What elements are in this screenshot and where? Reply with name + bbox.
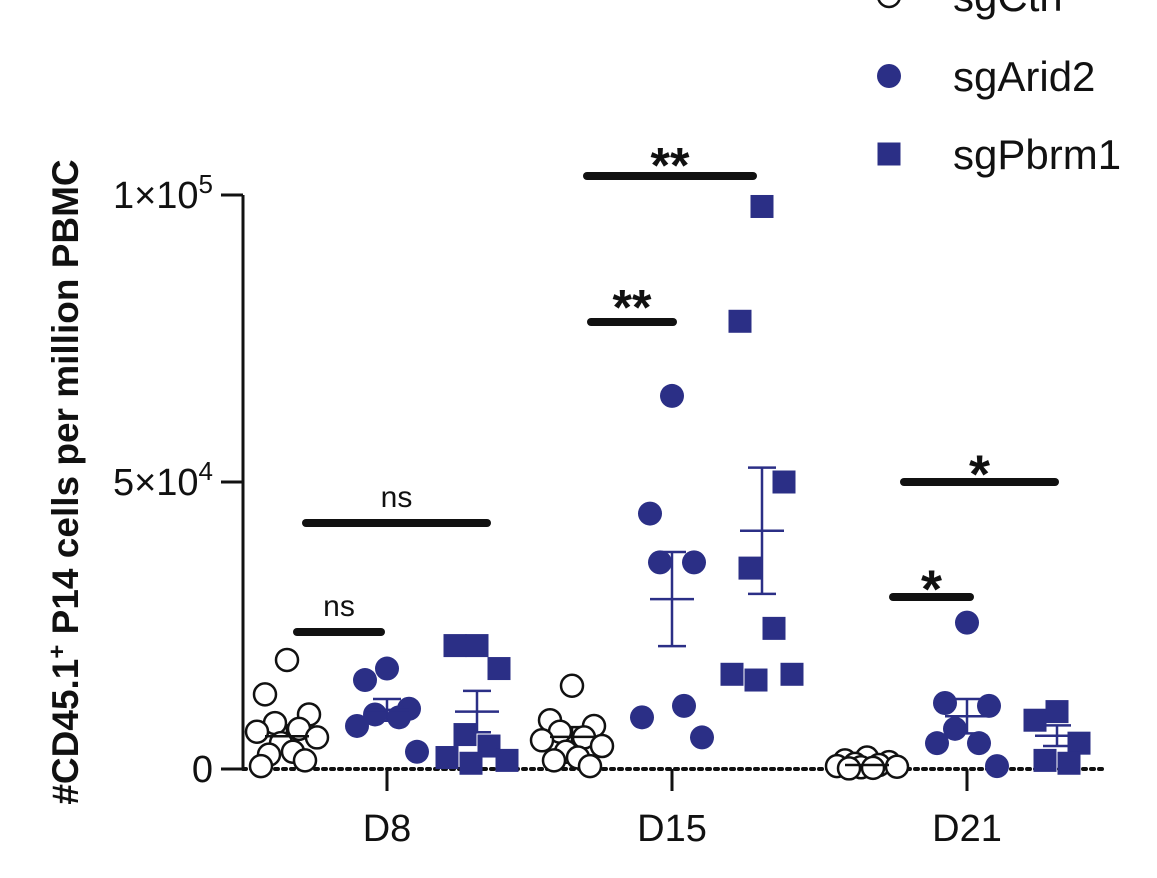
data-point-sgArid2 xyxy=(345,713,369,738)
data-point-sgPbrm1 xyxy=(435,746,459,770)
legend: sgCtrl sgArid2 sgPbrm1 xyxy=(877,0,1121,178)
data-point-sgPbrm1 xyxy=(1057,751,1081,775)
data-point-sgPbrm1 xyxy=(477,734,501,758)
data-point-sgCtrl xyxy=(244,719,270,744)
significance-label: ** xyxy=(613,280,652,336)
data-point-sgCtrl xyxy=(559,673,585,699)
data-point-sgArid2 xyxy=(660,383,684,408)
data-point-sgPbrm1 xyxy=(453,723,477,747)
data-point-sgPbrm1 xyxy=(487,657,511,681)
data-point-sgPbrm1 xyxy=(495,748,519,772)
significance-label: ns xyxy=(323,590,355,623)
y-tick-label-mantissa: 0 xyxy=(192,749,213,791)
data-point-sgCtrl xyxy=(589,733,615,759)
data-point-sgArid2 xyxy=(877,64,901,88)
data-point-sgArid2 xyxy=(690,725,714,750)
data-point-sgArid2 xyxy=(967,731,991,756)
significance-label: * xyxy=(921,559,942,619)
x-tick-label: D21 xyxy=(932,808,1002,850)
data-point-sgPbrm1 xyxy=(465,634,489,658)
data-point-sgCtrl xyxy=(877,0,901,9)
data-point-sgCtrl xyxy=(252,682,278,707)
significance-label: ** xyxy=(651,138,690,194)
data-point-sgPbrm1 xyxy=(762,616,786,640)
data-point-sgCtrl xyxy=(248,753,274,779)
axes: 0 5×104 1×105 D8 D15 D21 xyxy=(113,169,1108,850)
data-point-sgArid2 xyxy=(943,716,967,741)
data-point-sgArid2 xyxy=(977,693,1001,718)
data-point-sgCtrl xyxy=(884,754,910,779)
data-point-sgArid2 xyxy=(925,731,949,756)
significance-label: ns xyxy=(381,481,413,514)
data-marks xyxy=(244,194,1091,781)
data-point-sgArid2 xyxy=(933,690,957,715)
data-point-sgCtrl xyxy=(529,728,555,753)
data-point-sgPbrm1 xyxy=(877,142,901,166)
data-point-sgArid2 xyxy=(955,610,979,635)
data-point-sgCtrl xyxy=(836,756,862,781)
data-point-sgArid2 xyxy=(387,705,411,730)
data-point-sgPbrm1 xyxy=(750,194,774,218)
data-point-sgPbrm1 xyxy=(1033,748,1057,772)
legend-label: sgArid2 xyxy=(953,53,1095,100)
data-point-sgPbrm1 xyxy=(1023,708,1047,732)
legend-label: sgPbrm1 xyxy=(953,131,1121,178)
x-tick-label: D15 xyxy=(637,808,707,850)
data-point-sgCtrl xyxy=(541,748,567,773)
data-point-sgPbrm1 xyxy=(738,556,762,580)
data-point-sgCtrl xyxy=(292,748,318,773)
data-point-sgPbrm1 xyxy=(772,470,796,494)
x-tick-label: D8 xyxy=(363,808,412,850)
data-point-sgCtrl xyxy=(304,725,330,750)
data-point-sgArid2 xyxy=(353,668,377,693)
y-tick-label-exponent: 4 xyxy=(199,456,213,486)
data-point-sgArid2 xyxy=(375,656,399,681)
data-point-sgPbrm1 xyxy=(443,634,467,658)
data-point-sgPbrm1 xyxy=(744,668,768,692)
y-tick-label-mantissa: 1×10 xyxy=(113,175,199,217)
data-point-sgPbrm1 xyxy=(459,751,483,775)
y-tick-label-mantissa: 5×10 xyxy=(113,462,199,504)
data-point-sgPbrm1 xyxy=(728,309,752,333)
data-point-sgPbrm1 xyxy=(720,662,744,686)
legend-label: sgCtrl xyxy=(953,0,1063,20)
y-tick-label: 1×105 xyxy=(113,169,213,217)
data-point-sgArid2 xyxy=(648,550,672,575)
data-point-sgArid2 xyxy=(682,550,706,575)
data-point-sgArid2 xyxy=(363,702,387,727)
y-axis-label: #CD45.1+ P14 cells per million PBMC xyxy=(44,159,87,804)
data-point-sgArid2 xyxy=(638,501,662,526)
data-point-sgArid2 xyxy=(630,705,654,730)
data-point-sgCtrl xyxy=(274,647,300,673)
data-point-sgPbrm1 xyxy=(1067,731,1091,755)
y-tick-label: 0 xyxy=(192,749,213,791)
data-point-sgPbrm1 xyxy=(780,662,804,686)
significance-label: * xyxy=(969,444,990,504)
y-tick-label-exponent: 5 xyxy=(199,169,213,199)
data-point-sgArid2 xyxy=(405,739,429,764)
data-point-sgCtrl xyxy=(577,753,603,779)
data-point-sgCtrl xyxy=(860,755,886,781)
data-point-sgArid2 xyxy=(985,754,1009,779)
data-point-sgPbrm1 xyxy=(1045,700,1069,724)
data-point-sgArid2 xyxy=(672,693,696,718)
y-tick-label: 5×104 xyxy=(113,456,213,504)
